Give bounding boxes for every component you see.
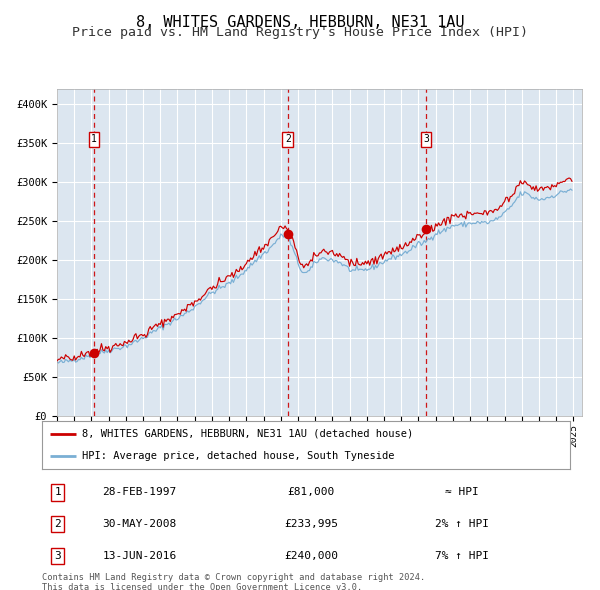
Text: 1: 1 <box>55 487 61 497</box>
Text: This data is licensed under the Open Government Licence v3.0.: This data is licensed under the Open Gov… <box>42 583 362 590</box>
Text: 2% ↑ HPI: 2% ↑ HPI <box>435 519 489 529</box>
Text: £233,995: £233,995 <box>284 519 338 529</box>
Text: 30-MAY-2008: 30-MAY-2008 <box>103 519 177 529</box>
Text: 2: 2 <box>55 519 61 529</box>
Text: 2: 2 <box>285 135 291 144</box>
Text: 7% ↑ HPI: 7% ↑ HPI <box>435 551 489 561</box>
Text: HPI: Average price, detached house, South Tyneside: HPI: Average price, detached house, Sout… <box>82 451 394 461</box>
Text: Contains HM Land Registry data © Crown copyright and database right 2024.: Contains HM Land Registry data © Crown c… <box>42 573 425 582</box>
Text: 1: 1 <box>91 135 97 144</box>
Text: 8, WHITES GARDENS, HEBBURN, NE31 1AU: 8, WHITES GARDENS, HEBBURN, NE31 1AU <box>136 15 464 30</box>
Text: 3: 3 <box>55 551 61 561</box>
Text: 13-JUN-2016: 13-JUN-2016 <box>103 551 177 561</box>
Text: 8, WHITES GARDENS, HEBBURN, NE31 1AU (detached house): 8, WHITES GARDENS, HEBBURN, NE31 1AU (de… <box>82 429 413 439</box>
Text: £240,000: £240,000 <box>284 551 338 561</box>
Text: £81,000: £81,000 <box>287 487 335 497</box>
Text: 28-FEB-1997: 28-FEB-1997 <box>103 487 177 497</box>
Text: Price paid vs. HM Land Registry's House Price Index (HPI): Price paid vs. HM Land Registry's House … <box>72 26 528 39</box>
Text: ≈ HPI: ≈ HPI <box>445 487 479 497</box>
Text: 3: 3 <box>423 135 429 144</box>
